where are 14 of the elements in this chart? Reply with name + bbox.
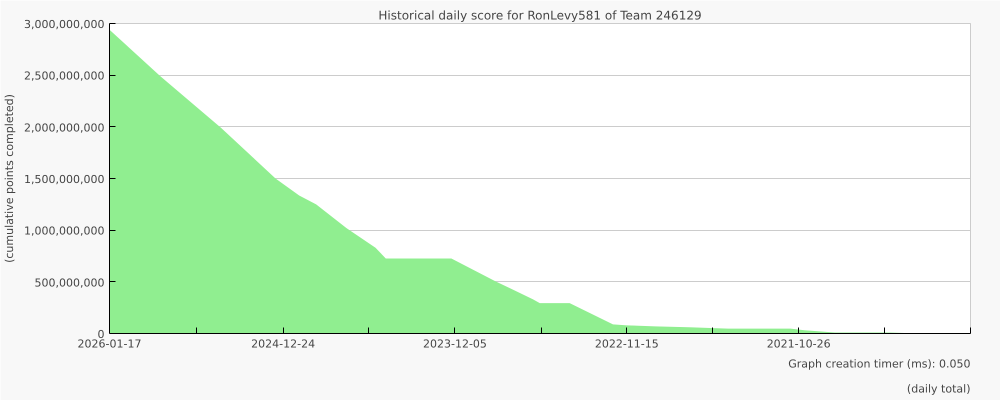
y-tick-label: 2,000,000,000 <box>24 121 105 134</box>
y-tick-label: 2,500,000,000 <box>24 70 105 83</box>
y-tick-label: 1,500,000,000 <box>24 173 105 186</box>
x-axis-title: (daily total) <box>906 382 970 396</box>
x-tick-label: 2024-12-24 <box>251 338 316 350</box>
text: Graph creation timer (ms): 0.050 <box>788 358 971 370</box>
chart-title: Historical daily score for RonLevy581 of Team 246129 <box>378 8 702 22</box>
y-axis-title: (cumulative points completed) <box>3 94 16 263</box>
x-tick-label: 2021-10-26 <box>766 338 831 350</box>
x-tick-label: 2023-12-05 <box>423 338 487 350</box>
y-tick-label: 3,000,000,000 <box>24 18 105 31</box>
x-tick-label: 2022-11-15 <box>594 338 659 350</box>
y-tick-label: 1,000,000,000 <box>24 224 105 238</box>
y-tick-label: 500,000,000 <box>34 276 105 290</box>
